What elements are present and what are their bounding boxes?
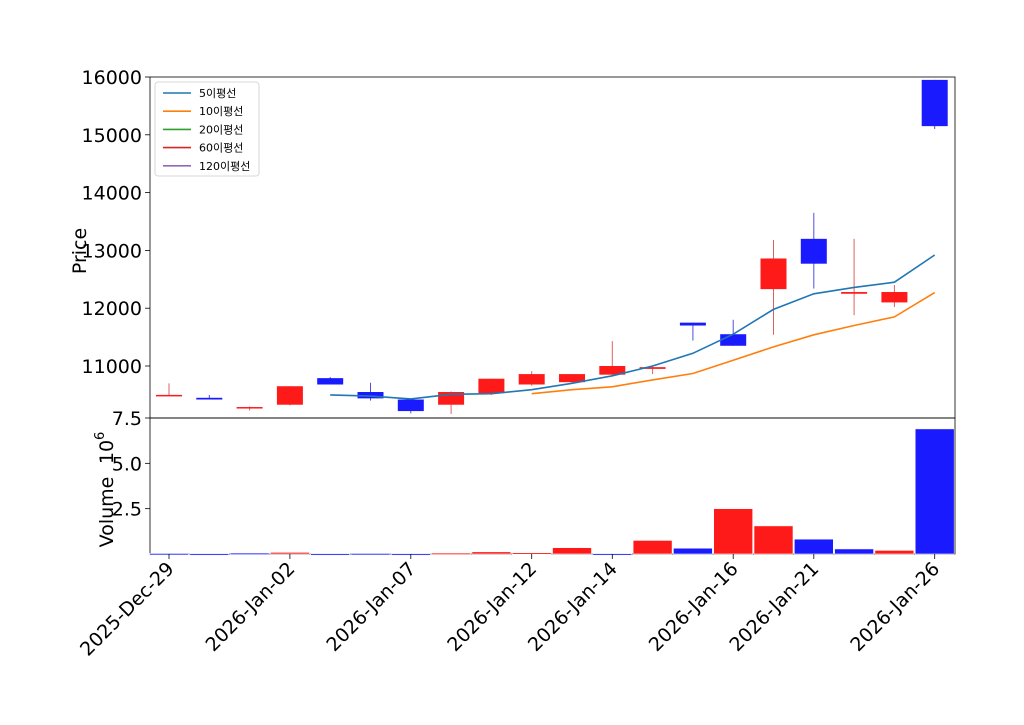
candle-body xyxy=(720,334,747,346)
candle-body xyxy=(357,392,384,399)
volume-frame xyxy=(149,417,956,555)
legend-label: 5이평선 xyxy=(199,87,236,100)
candle-body xyxy=(478,378,505,394)
volume-bar xyxy=(914,428,955,555)
price-ytick-label: 14000 xyxy=(82,183,142,205)
price-ytick-label: 11000 xyxy=(82,356,142,378)
legend: 5이평선 10이평선 20이평선 60이평선 120이평선 xyxy=(154,81,260,177)
volume-axis-label: Volume xyxy=(96,477,118,548)
volume-ytick-label: 2.5 xyxy=(112,499,142,521)
volume-bar xyxy=(431,552,471,555)
volume-bar xyxy=(229,552,270,555)
x-tick-label: 2026-Jan-26 xyxy=(846,558,944,656)
volume-bar xyxy=(874,550,915,555)
volume-bar xyxy=(673,547,713,555)
volume-bar xyxy=(793,538,834,555)
volume-bar xyxy=(350,553,391,556)
ma10-line xyxy=(531,291,936,395)
x-axis: 2025-Dec-29 2026-Jan-02 2026-Jan-07 2026-Ja… xyxy=(76,554,944,661)
price-frame xyxy=(149,76,956,419)
candle-body xyxy=(760,258,787,290)
candle-body xyxy=(276,386,303,405)
legend-label: 60이평선 xyxy=(199,142,243,155)
candle-body xyxy=(317,378,344,385)
x-tick-label: 2025-Dec-29 xyxy=(76,558,179,661)
price-ytick-label: 12000 xyxy=(82,298,142,320)
volume-bar xyxy=(713,508,754,555)
candle-body xyxy=(639,367,666,369)
x-tick-label: 2026-Jan-07 xyxy=(322,558,420,656)
candle-body xyxy=(679,322,706,326)
candle-body xyxy=(196,397,223,400)
candle-body xyxy=(518,374,545,385)
legend-label: 120이평선 xyxy=(199,160,250,173)
legend-label: 10이평선 xyxy=(199,105,243,118)
candle-body xyxy=(559,374,585,383)
volume-bar xyxy=(552,547,592,555)
volume-exponent: 10 6 xyxy=(93,432,118,464)
price-panel: 11000 12000 13000 14000 15000 16000 xyxy=(82,67,956,419)
volume-bar xyxy=(189,553,230,556)
candle-body xyxy=(236,407,263,409)
price-axis-label: Price xyxy=(69,228,91,274)
price-ytick-label: 16000 xyxy=(82,67,142,89)
candle-body xyxy=(841,292,868,294)
volume-bar xyxy=(471,551,512,555)
volume-panel: 2.5 5.0 7.5 xyxy=(112,408,956,556)
legend-box xyxy=(154,81,260,177)
volume-bar xyxy=(753,525,794,555)
candle-body xyxy=(599,366,626,375)
candle-body xyxy=(921,79,948,127)
volume-ytick-label: 7.5 xyxy=(112,408,142,430)
volume-bar xyxy=(632,540,673,555)
candle-body xyxy=(397,399,424,412)
volume-bar xyxy=(834,548,874,555)
price-ytick-label: 15000 xyxy=(82,125,142,147)
x-tick-label: 2026-Jan-02 xyxy=(201,558,299,656)
ma5-line xyxy=(330,254,936,400)
price-ytick-label: 13000 xyxy=(82,240,142,262)
candle-body xyxy=(156,394,182,397)
volume-bar xyxy=(310,553,351,556)
volume-bar xyxy=(270,552,310,555)
volume-exponent-base: 10 xyxy=(96,440,118,464)
legend-label: 20이평선 xyxy=(199,123,243,136)
candle-body xyxy=(800,238,827,264)
volume-ytick-label: 5.0 xyxy=(112,453,142,475)
volume-exponent-power: 6 xyxy=(93,432,108,440)
candle-body xyxy=(881,292,908,303)
